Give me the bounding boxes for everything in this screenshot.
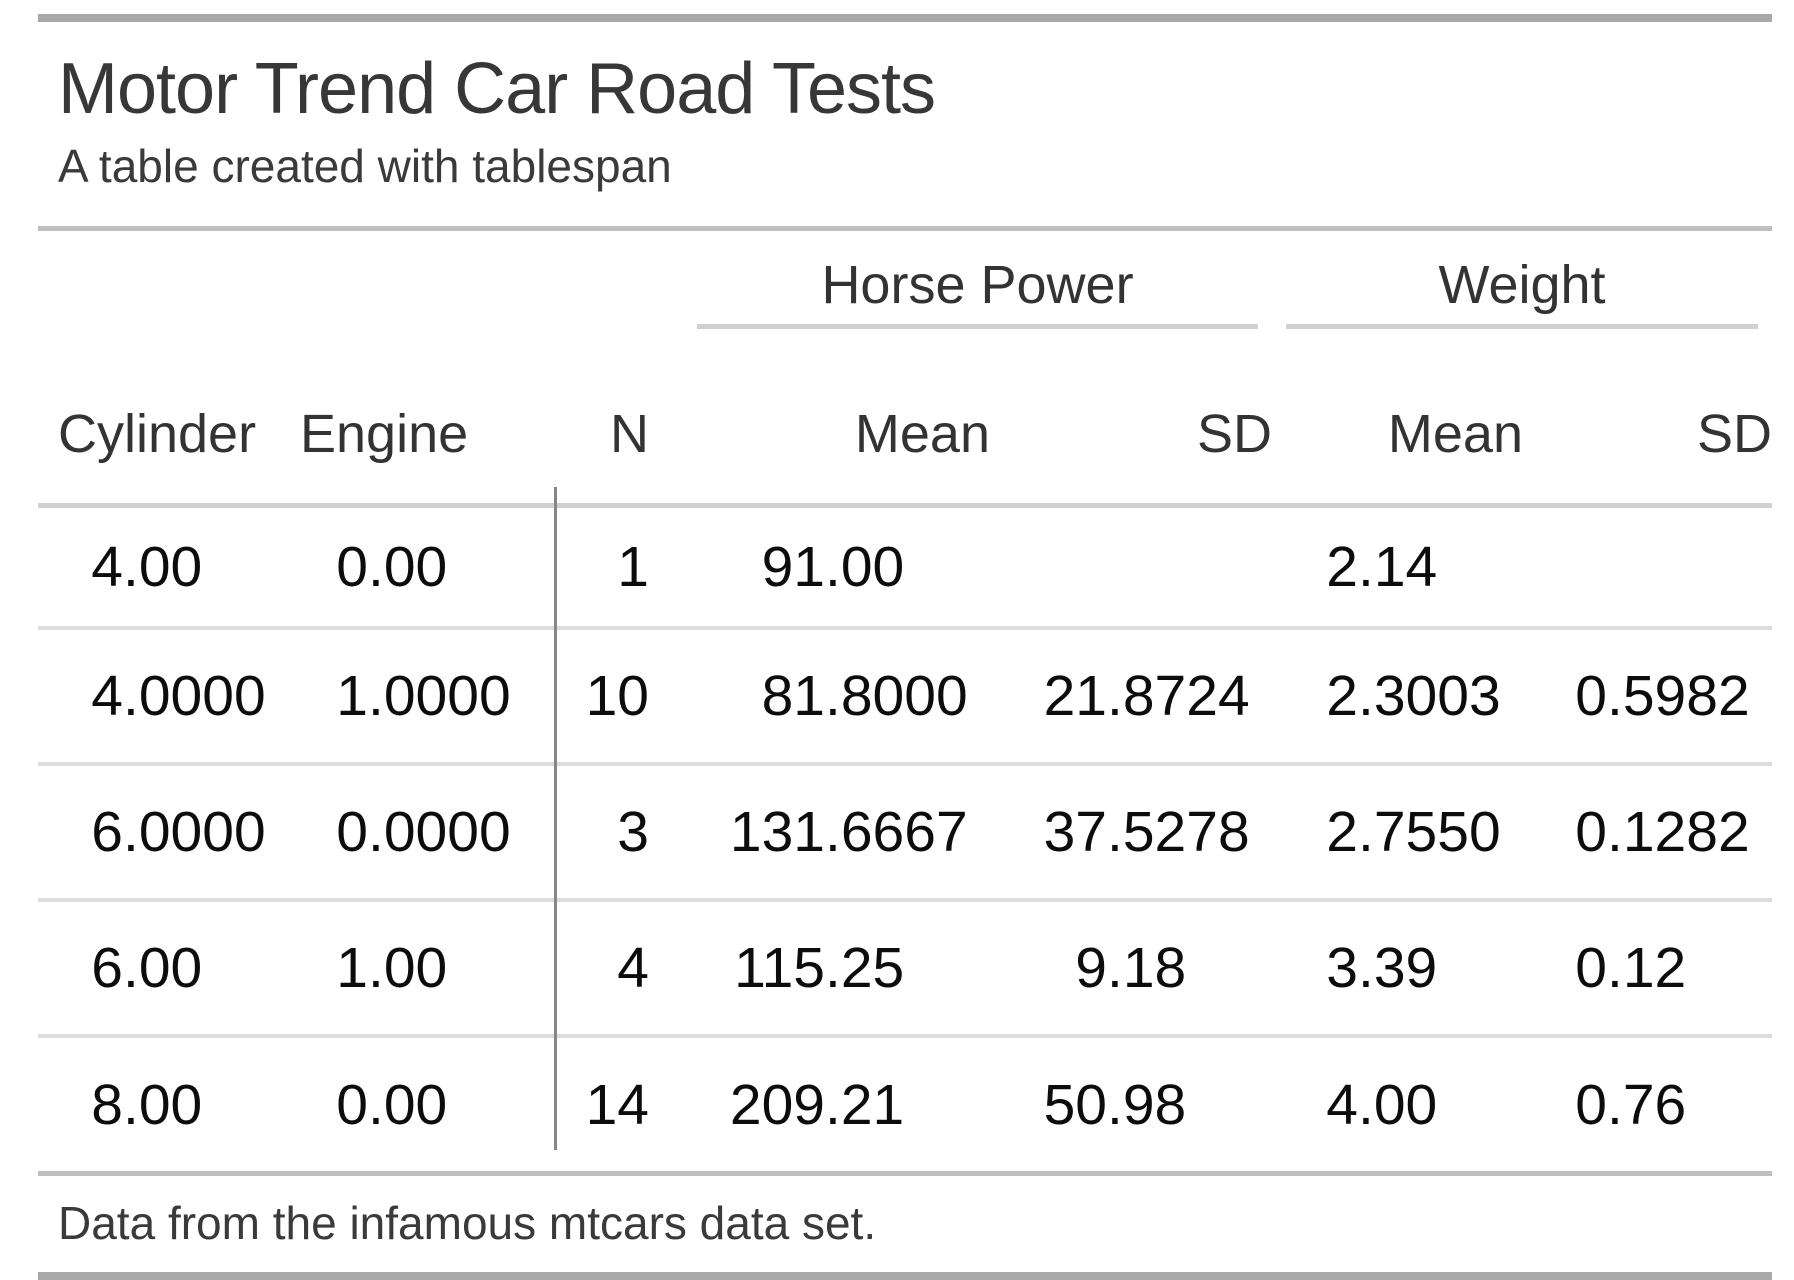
cell-engine: 0.00 (336, 535, 448, 599)
table-top-rule (38, 14, 1772, 22)
cell-n: 4 (617, 936, 649, 1000)
table-row: 4.00 0.00 1 91.00 2.14 (38, 508, 1772, 630)
cell-hp_mean: 81.8000 (761, 664, 968, 728)
cell-hp_mean: 91.00 (761, 535, 905, 599)
column-header-hp-sd: SD (1196, 404, 1272, 464)
cell-engine: 1.00 (336, 936, 448, 1000)
cell-wt_mean: 2.7550 (1326, 800, 1501, 864)
cell-hp_sd: 37.5278 (1043, 800, 1250, 864)
cell-wt_mean: 2.3003 (1326, 664, 1501, 728)
table-body: 4.00 0.00 1 91.00 2.14 4.0000 1.0000 10 81.8000 2… (38, 508, 1772, 1171)
cell-cylinder: 4.00 (91, 535, 203, 599)
cell-cylinder: 8.00 (91, 1072, 203, 1137)
cell-engine: 1.0000 (336, 664, 511, 728)
table-row: 4.0000 1.0000 10 81.8000 21.8724 2.3003 0.5982 (38, 630, 1772, 766)
cell-wt_sd: 0.12 (1575, 936, 1687, 1000)
cell-hp_mean: 131.6667 (729, 800, 968, 864)
cell-hp_sd: 9.18 (1075, 936, 1187, 1000)
spanner-horse-power: Horse Power (683, 231, 1272, 329)
cell-n: 3 (617, 800, 649, 864)
cell-n: 14 (585, 1072, 649, 1137)
cell-hp_sd: 50.98 (1043, 1072, 1187, 1137)
spanner-weight-label: Weight (1286, 254, 1758, 329)
column-header-wt-sd: SD (1696, 404, 1772, 464)
cell-cylinder: 4.0000 (91, 664, 266, 728)
stub-divider-line (554, 487, 557, 1150)
spanner-horse-power-label: Horse Power (697, 254, 1258, 329)
table-footnote: Data from the infamous mtcars data set. (58, 1197, 877, 1249)
spanner-spacer (38, 231, 683, 329)
cell-wt_sd: 0.76 (1575, 1072, 1687, 1137)
column-header-hp-mean: Mean (854, 404, 990, 464)
tablespan-table: Motor Trend Car Road Tests A table creat… (38, 14, 1772, 1280)
cell-wt_sd: 0.1282 (1575, 800, 1750, 864)
cell-engine: 0.00 (336, 1072, 448, 1137)
spanner-row: Horse Power Weight (38, 231, 1772, 329)
table-title: Motor Trend Car Road Tests (58, 49, 936, 129)
table-heading: Motor Trend Car Road Tests A table creat… (38, 48, 1772, 231)
cell-n: 10 (585, 664, 649, 728)
cell-cylinder: 6.0000 (91, 800, 266, 864)
cell-wt_mean: 4.00 (1326, 1072, 1438, 1137)
column-header-cylinder: Cylinder (58, 404, 257, 464)
table-subtitle: A table created with tablespan (58, 140, 672, 192)
table-row: 8.00 0.00 14 209.21 50.98 4.00 0.76 (38, 1038, 1772, 1171)
cell-wt_mean: 2.14 (1326, 535, 1438, 599)
cell-engine: 0.0000 (336, 800, 511, 864)
cell-n: 1 (617, 535, 649, 599)
column-header-wt-mean: Mean (1387, 404, 1523, 464)
cell-hp_sd: 21.8724 (1043, 664, 1250, 728)
column-header-row: Cylinder Engine N Mean SD Mean SD (38, 329, 1772, 508)
spanner-weight: Weight (1272, 231, 1772, 329)
table-row: 6.0000 0.0000 3 131.6667 37.5278 2.7550 0.1282 (38, 766, 1772, 902)
table-bottom-rule (38, 1272, 1772, 1280)
cell-hp_mean: 115.25 (734, 936, 905, 1000)
cell-wt_mean: 3.39 (1326, 936, 1438, 1000)
column-header-engine: Engine (300, 404, 469, 464)
table-footer: Data from the infamous mtcars data set. (38, 1171, 1772, 1280)
cell-wt_sd: 0.5982 (1575, 664, 1750, 728)
cell-cylinder: 6.00 (91, 936, 203, 1000)
column-header-n: N (610, 404, 649, 464)
table-row: 6.00 1.00 4 115.25 9.18 3.39 0.12 (38, 902, 1772, 1038)
cell-hp_mean: 209.21 (729, 1072, 905, 1137)
